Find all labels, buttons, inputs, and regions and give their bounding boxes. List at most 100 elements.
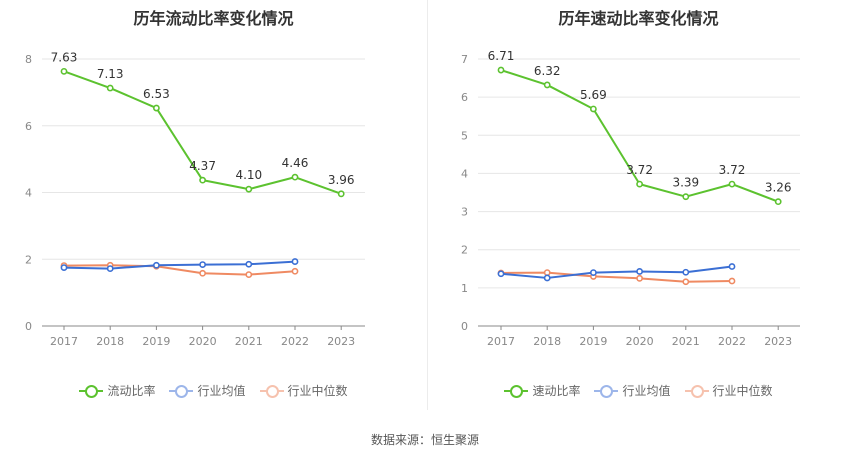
chart-legend: 流动比率 行业均值 行业中位数 [0, 382, 427, 399]
data-point[interactable] [589, 269, 597, 276]
data-point[interactable] [497, 270, 505, 278]
data-label: 3.72 [626, 163, 653, 177]
quick-ratio-plot: 0 1 2 3 4 5 6 7 2017 2018 2019 2020 2021 2022 2023 6.71… [461, 49, 800, 348]
data-point[interactable] [291, 173, 299, 181]
legend-label: 速动比率 [532, 384, 581, 398]
y-tick-label: 6 [25, 120, 32, 133]
data-label: 4.37 [189, 159, 216, 173]
x-tick-label: 2019 [579, 335, 607, 348]
data-point[interactable] [728, 263, 736, 270]
data-point[interactable] [106, 265, 114, 272]
legend-label: 行业中位数 [712, 384, 773, 398]
chart-title: 历年流动比率变化情况 [133, 9, 294, 28]
data-label: 3.26 [765, 181, 792, 195]
data-label: 4.46 [282, 156, 309, 170]
y-tick-label: 4 [25, 187, 32, 200]
data-point[interactable] [543, 274, 551, 282]
data-source-note: 数据来源：恒生聚源 [370, 433, 479, 447]
data-point[interactable] [245, 271, 253, 279]
x-tick-label: 2021 [672, 335, 700, 348]
series-line-流动比率 [63, 70, 342, 195]
legend-item[interactable]: 流动比率 [79, 382, 155, 399]
x-tick-label: 2022 [718, 335, 746, 348]
data-point[interactable] [774, 198, 782, 206]
quick-ratio-chart: 历年速动比率变化情况 0 1 2 3 4 5 6 7 2017 2018 2019 2020 2021 2… [427, 0, 850, 410]
y-tick-label: 5 [461, 129, 468, 142]
legend-label: 行业中位数 [287, 384, 348, 398]
legend-swatch-icon [79, 384, 104, 398]
series-line-行业中位数 [500, 271, 733, 283]
legend-label: 行业均值 [622, 384, 671, 398]
x-tick-label: 2017 [50, 335, 78, 348]
data-point[interactable] [291, 267, 299, 275]
series-line-行业均值 [500, 265, 733, 279]
data-point[interactable] [199, 176, 206, 184]
data-point[interactable] [543, 81, 551, 89]
data-point[interactable] [636, 180, 643, 188]
data-point[interactable] [60, 67, 68, 75]
data-point[interactable] [337, 190, 345, 198]
x-tick-label: 2021 [235, 335, 263, 348]
y-tick-label: 1 [461, 282, 468, 295]
data-label: 6.32 [534, 64, 561, 78]
legend-swatch-icon [684, 384, 709, 398]
series-line-行业均值 [63, 260, 296, 270]
x-tick-label: 2018 [96, 335, 124, 348]
data-point[interactable] [682, 193, 690, 201]
data-point[interactable] [245, 260, 253, 268]
series-line-行业中位数 [63, 264, 296, 276]
y-tick-label: 2 [461, 244, 468, 257]
legend-swatch-icon [259, 384, 284, 398]
chart-legend: 速动比率 行业均值 行业中位数 [427, 382, 850, 399]
data-point[interactable] [728, 277, 736, 285]
data-point[interactable] [245, 185, 253, 193]
x-tick-label: 2023 [764, 335, 792, 348]
data-label: 3.39 [672, 176, 699, 190]
data-point[interactable] [728, 180, 736, 188]
x-tick-label: 2020 [626, 335, 654, 348]
data-point[interactable] [60, 264, 68, 271]
legend-item[interactable]: 行业均值 [594, 382, 671, 399]
chart-title: 历年速动比率变化情况 [558, 9, 719, 28]
legend-item[interactable]: 行业中位数 [259, 382, 348, 399]
data-label: 7.63 [51, 50, 78, 64]
data-point[interactable] [291, 258, 299, 265]
legend-item[interactable]: 行业均值 [169, 382, 246, 399]
x-tick-label: 2018 [533, 335, 561, 348]
x-tick-label: 2017 [487, 335, 515, 348]
data-label: 6.71 [488, 49, 515, 63]
data-point[interactable] [682, 278, 690, 286]
data-point[interactable] [199, 269, 206, 277]
y-tick-label: 0 [25, 320, 32, 333]
legend-swatch-icon [594, 384, 619, 398]
y-tick-label: 2 [25, 253, 32, 266]
data-point[interactable] [636, 268, 643, 275]
data-label: 3.96 [328, 173, 355, 187]
data-point[interactable] [152, 104, 160, 112]
legend-item[interactable]: 速动比率 [504, 382, 580, 399]
data-label: 5.69 [580, 88, 607, 102]
y-tick-label: 0 [461, 320, 468, 333]
data-point[interactable] [106, 84, 114, 92]
data-point[interactable] [497, 66, 505, 74]
data-label: 4.10 [235, 168, 262, 182]
data-point[interactable] [543, 269, 551, 276]
x-tick-label: 2023 [327, 335, 355, 348]
legend-item[interactable]: 行业中位数 [684, 382, 773, 399]
y-tick-label: 4 [461, 167, 468, 180]
x-tick-label: 2020 [189, 335, 217, 348]
y-tick-label: 7 [461, 53, 468, 66]
legend-label: 流动比率 [107, 384, 156, 398]
legend-swatch-icon [504, 384, 529, 398]
legend-label: 行业均值 [197, 384, 246, 398]
legend-swatch-icon [169, 384, 194, 398]
data-point[interactable] [636, 274, 643, 282]
panel-divider [427, 0, 428, 410]
y-tick-label: 6 [461, 91, 468, 104]
data-point[interactable] [589, 105, 597, 113]
data-point[interactable] [152, 261, 160, 269]
current-ratio-chart: 历年流动比率变化情况 0 2 4 6 8 2017 2018 2019 2020 2021 2022… [0, 0, 427, 410]
data-point[interactable] [199, 261, 206, 268]
data-point[interactable] [682, 268, 690, 276]
x-tick-label: 2022 [281, 335, 309, 348]
